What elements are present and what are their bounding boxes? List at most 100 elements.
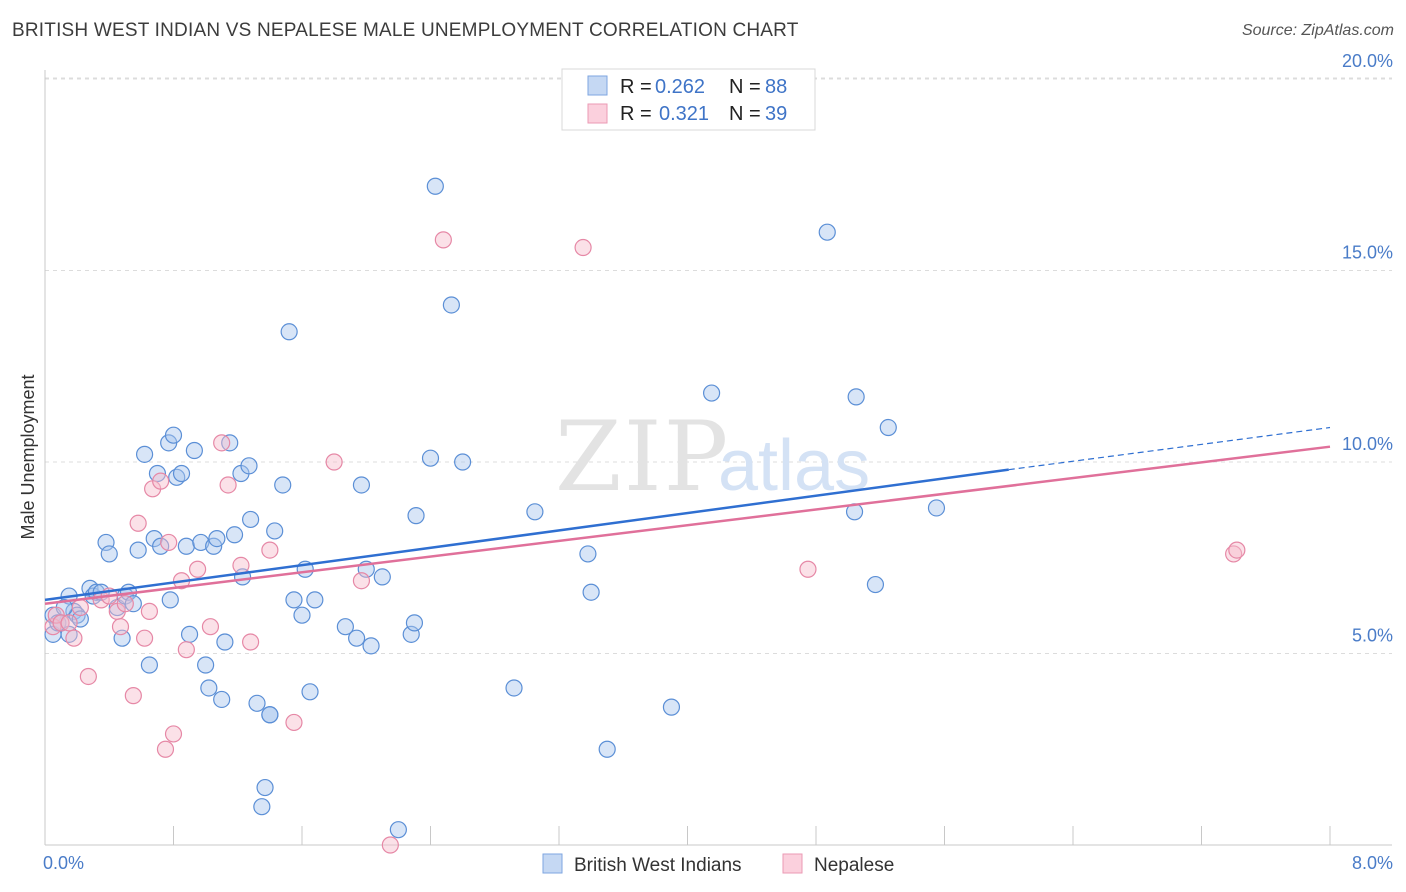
watermark-zip: ZIP: [555, 401, 730, 513]
chart-title: BRITISH WEST INDIAN VS NEPALESE MALE UNE…: [12, 20, 799, 41]
x-tick-label-max: 8.0%: [1352, 853, 1393, 873]
point-british-west-indians: [352, 476, 371, 494]
legend-swatch-british-west-indians: [542, 853, 563, 874]
stats-r-label-blue: R =: [620, 76, 652, 98]
point-nepalese: [160, 533, 178, 552]
chart-source: Source: ZipAtlas.com: [1241, 22, 1394, 39]
point-british-west-indians: [598, 740, 616, 758]
point-nepalese: [111, 618, 130, 636]
point-nepalese: [325, 453, 343, 471]
point-british-west-indians: [454, 453, 472, 471]
point-british-west-indians: [248, 694, 266, 712]
axes: [44, 70, 1392, 846]
point-nepalese: [156, 740, 175, 758]
watermark-atlas: atlas: [718, 426, 870, 506]
legend-swatch-nepalese: [782, 853, 803, 874]
point-british-west-indians: [336, 618, 354, 636]
point-nepalese: [285, 713, 303, 732]
point-british-west-indians: [216, 633, 234, 651]
point-british-west-indians: [172, 464, 191, 483]
point-british-west-indians: [274, 476, 292, 494]
point-nepalese: [219, 476, 237, 494]
point-british-west-indians: [200, 679, 218, 697]
point-nepalese: [201, 618, 220, 636]
point-british-west-indians: [225, 526, 244, 544]
point-british-west-indians: [100, 545, 118, 563]
point-british-west-indians: [213, 690, 231, 709]
y-tick-label: 15.0%: [1342, 243, 1393, 263]
point-british-west-indians: [261, 706, 279, 724]
trend-line-nepalese: [44, 445, 1331, 605]
point-british-west-indians: [256, 778, 274, 797]
stats-n-label-blue: N =: [729, 76, 761, 98]
point-nepalese: [60, 614, 78, 632]
series-legend: British West Indians Nepalese: [542, 853, 894, 876]
stats-n-value-blue: 88: [765, 76, 787, 98]
point-british-west-indians: [426, 177, 444, 195]
point-nepalese: [574, 238, 592, 257]
point-british-west-indians: [662, 698, 681, 716]
point-british-west-indians: [579, 545, 597, 563]
point-nepalese: [65, 629, 83, 647]
point-british-west-indians: [405, 614, 424, 632]
point-british-west-indians: [192, 533, 210, 552]
trend-line-british-west-indians: [44, 468, 1009, 602]
point-british-west-indians: [242, 510, 260, 529]
point-british-west-indians: [177, 537, 195, 555]
point-nepalese: [261, 541, 279, 559]
point-british-west-indians: [140, 656, 159, 674]
point-british-west-indians: [185, 441, 203, 460]
trend-line-extension: [1008, 426, 1331, 471]
y-axis-title: Male Unemployment: [18, 374, 38, 539]
point-british-west-indians: [348, 629, 366, 647]
point-british-west-indians: [362, 637, 380, 655]
point-nepalese: [140, 602, 159, 620]
point-british-west-indians: [818, 223, 836, 241]
point-nepalese: [1228, 541, 1246, 559]
point-nepalese: [213, 434, 231, 452]
point-british-west-indians: [306, 591, 324, 609]
point-british-west-indians: [866, 575, 885, 594]
point-british-west-indians: [407, 507, 425, 525]
point-british-west-indians: [152, 537, 170, 555]
point-british-west-indians: [208, 529, 226, 548]
legend-label-british-west-indians: British West Indians: [574, 855, 742, 876]
point-british-west-indians: [526, 503, 544, 521]
watermark: ZIP atlas: [555, 401, 870, 513]
stats-r-label-pink: R =: [620, 103, 652, 125]
point-british-west-indians: [266, 522, 284, 540]
point-nepalese: [381, 836, 399, 854]
point-british-west-indians: [421, 449, 440, 467]
stats-n-label-pink: N =: [729, 103, 761, 125]
stats-swatch-pink: [587, 103, 608, 124]
point-british-west-indians: [161, 591, 179, 609]
point-nepalese: [79, 667, 97, 686]
point-nepalese: [124, 687, 142, 705]
point-nepalese: [232, 556, 250, 575]
point-british-west-indians: [285, 591, 303, 609]
data-points: [44, 177, 1246, 854]
point-nepalese: [71, 598, 89, 617]
point-british-west-indians: [505, 679, 523, 697]
point-nepalese: [152, 472, 170, 490]
point-british-west-indians: [373, 568, 391, 586]
point-nepalese: [799, 560, 817, 578]
trend-lines: [44, 426, 1331, 605]
stats-r-value-pink: 0.321: [659, 103, 709, 125]
point-british-west-indians: [240, 457, 258, 475]
legend-label-nepalese: Nepalese: [814, 855, 894, 876]
point-british-west-indians: [129, 541, 147, 559]
point-nepalese: [135, 629, 154, 647]
point-nepalese: [177, 641, 195, 659]
point-british-west-indians: [927, 499, 946, 517]
stats-box: R = 0.262 N = 88 R = 0.321 N = 39: [561, 68, 816, 131]
point-british-west-indians: [280, 323, 298, 341]
tick-labels: 0.0% 8.0% 5.0% 10.0% 15.0% 20.0%: [43, 51, 1393, 873]
y-tick-label: 10.0%: [1342, 434, 1393, 454]
point-british-west-indians: [197, 656, 215, 674]
point-british-west-indians: [847, 388, 865, 406]
point-british-west-indians: [293, 606, 311, 624]
point-nepalese: [352, 572, 371, 590]
point-british-west-indians: [253, 798, 271, 816]
